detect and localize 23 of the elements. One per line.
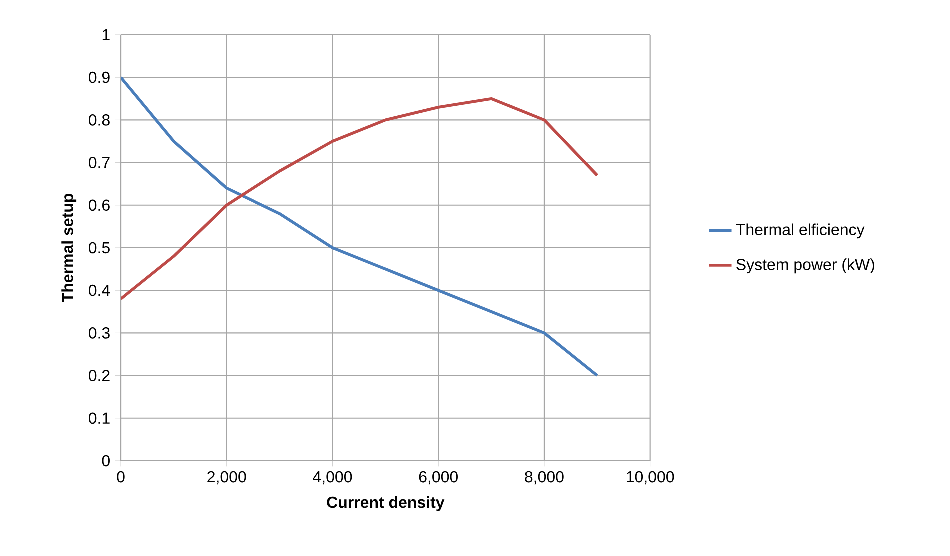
y-tick-label: 1 xyxy=(102,29,110,40)
y-tick-label: 0.8 xyxy=(88,114,110,126)
x-tick-label: 10,000 xyxy=(627,471,674,485)
y-axis-title: Thermal setup xyxy=(62,194,77,302)
y-tick-label: 0.7 xyxy=(88,157,110,168)
x-tick-label: 6,000 xyxy=(419,471,458,485)
legend-label: Thermal elficiency xyxy=(736,224,865,239)
y-tick-label: 0.3 xyxy=(88,328,110,339)
y-tick-label: 0.4 xyxy=(88,284,110,296)
x-tick-label: 0 xyxy=(117,471,125,483)
x-tick-label: 8,000 xyxy=(525,471,564,485)
y-tick-label: 0.6 xyxy=(88,200,110,212)
line-series xyxy=(121,97,599,301)
x-axis-title: Current density xyxy=(327,496,445,512)
y-tick-label: 0.9 xyxy=(88,72,110,84)
x-tick-label: 4,000 xyxy=(313,471,352,485)
y-tick-label: 0 xyxy=(102,455,110,467)
x-tick-label: 2,000 xyxy=(208,471,246,485)
legend-label: System power (kW) xyxy=(736,258,874,274)
line-series xyxy=(121,76,599,378)
y-tick-label: 0.2 xyxy=(88,370,110,382)
y-tick-label: 0.1 xyxy=(88,412,110,424)
y-tick-label: 0.5 xyxy=(88,242,110,254)
